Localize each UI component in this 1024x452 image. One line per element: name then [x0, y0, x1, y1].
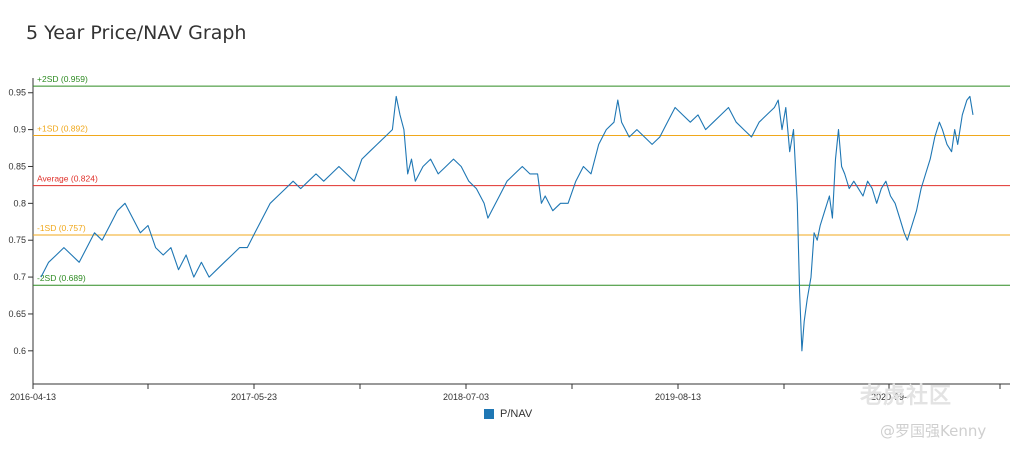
- y-tick-label: 0.7: [13, 272, 26, 282]
- x-tick-label: 2016-04-13: [10, 392, 56, 402]
- x-tick-label: 2019-08-13: [655, 392, 701, 402]
- chart-legend: P/NAV: [484, 408, 532, 420]
- pnav-series: [40, 95, 974, 352]
- watermark-author: @罗国强Kenny: [880, 422, 987, 440]
- chart-axes: 0.6 0.65 0.7 0.75 0.8 0.85 0.9 0.95 2016-04-13 20…: [8, 78, 1010, 402]
- y-tick-label: 0.9: [13, 125, 26, 135]
- reference-line-label: +2SD (0.959): [37, 74, 88, 84]
- y-tick-label: 0.75: [8, 235, 26, 245]
- x-tick-label: 2020-09-: [871, 392, 907, 402]
- legend-swatch: [484, 409, 494, 419]
- y-tick-label: 0.95: [8, 88, 26, 98]
- legend-label: P/NAV: [500, 408, 533, 420]
- sd-reference-lines: +2SD (0.959) +1SD (0.892) Average (0.824) -…: [33, 74, 1010, 286]
- y-tick-label: 0.65: [8, 309, 26, 319]
- watermark-logo: 老虎社区: [860, 384, 953, 409]
- y-tick-label: 0.85: [8, 161, 26, 171]
- y-tick-label: 0.6: [13, 346, 26, 356]
- page-title: 5 Year Price/NAV Graph: [26, 22, 247, 44]
- reference-line-label: +1SD (0.892): [37, 124, 88, 134]
- series-line-pnav: [40, 95, 974, 352]
- reference-line-label: Average (0.824): [37, 174, 98, 184]
- x-tick-label: 2017-05-23: [231, 392, 277, 402]
- reference-line-label: -1SD (0.757): [37, 223, 86, 233]
- reference-line-label: -2SD (0.689): [37, 273, 86, 283]
- y-tick-label: 0.8: [13, 198, 26, 208]
- x-tick-label: 2018-07-03: [443, 392, 489, 402]
